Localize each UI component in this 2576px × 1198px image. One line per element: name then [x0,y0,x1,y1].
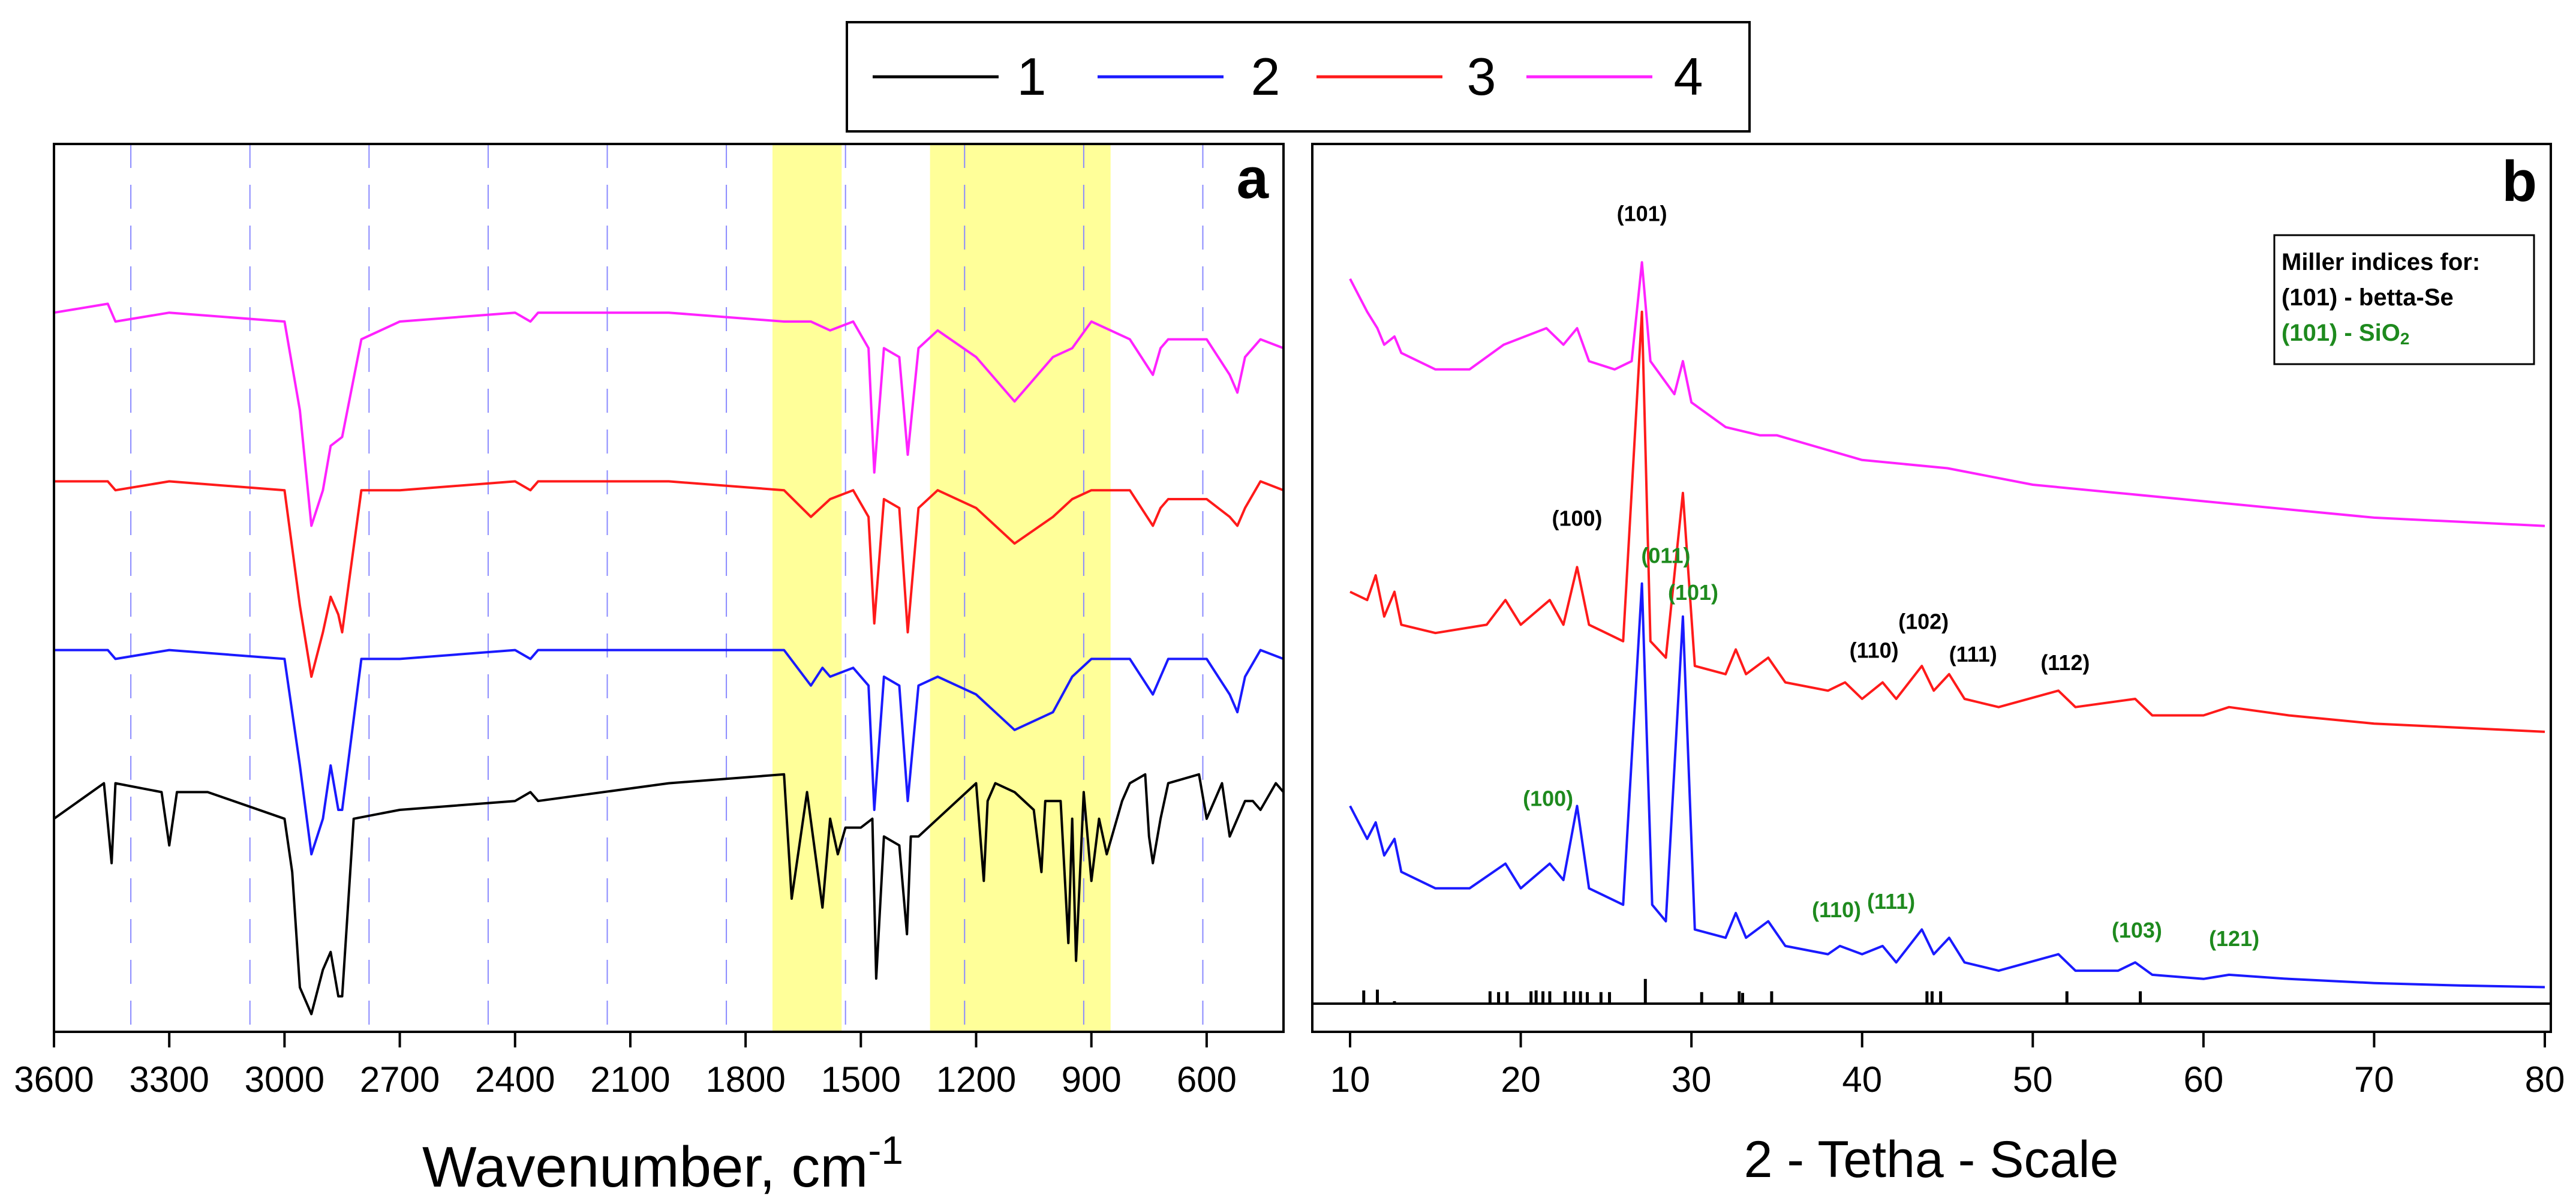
legend: 1 2 3 4 [846,21,1751,133]
miller-label-se: (110) [1850,638,1899,662]
x-tick-label-600: 600 [1177,1059,1237,1100]
miller-label-sio2: (110) [1812,897,1861,922]
x-tick-label-50: 50 [2013,1059,2053,1100]
miller-label-sio2: (011) [1641,543,1690,568]
x-tick-label-2100: 2100 [590,1059,670,1100]
miller-label-sio2: (101) [1668,580,1718,605]
miller-label-sio2: (100) [1523,786,1573,810]
highlight-band-1 [772,144,842,1032]
panel-a-x-axis-title-sup: -1 [868,1128,903,1172]
panel-a-series [53,302,1285,1016]
x-tick-label-70: 70 [2354,1059,2394,1100]
x-tick-label-80: 80 [2525,1059,2565,1100]
miller-label-se: (100) [1552,506,1602,531]
panel-b-label: b [2502,149,2537,214]
series-line-4 [53,302,1284,527]
series-line-4 [1349,261,2545,527]
miller-indices-box: Miller indices for: (101) - betta-Se (10… [2273,234,2535,365]
x-tick-label-1800: 1800 [705,1059,785,1100]
x-tick-label-900: 900 [1062,1059,1122,1100]
series-line-2 [54,648,1284,855]
panel-a-ftir-chart: 3600 3300 3000 2700 2400 2100 1800 1500 1200 900 6… [14,143,1285,1198]
legend-label-3: 3 [1467,47,1496,106]
x-tick-label-1200: 1200 [936,1059,1016,1100]
panel-a-gridlines [130,144,1204,1032]
legend-label-4: 4 [1674,47,1703,106]
series-line-2 [1349,582,2545,989]
miller-label-se: (112) [2040,650,2090,675]
panel-a-x-axis-title-main: Wavenumber, cm [422,1135,868,1198]
x-tick-label-1500: 1500 [821,1059,901,1100]
x-tick-label-3000: 3000 [245,1059,324,1100]
miller-box-line-sio2: (101) - SiO2 [2282,320,2409,348]
miller-box-line-sio2-sub: 2 [2400,329,2410,348]
x-tick-label-40: 40 [1842,1059,1882,1100]
miller-label-sio2: (103) [2112,918,2162,942]
panel-a-frame [53,143,1285,1033]
miller-label-sio2: (111) [1867,889,1915,914]
miller-box-title: Miller indices for: [2282,249,2480,275]
x-tick-label-2700: 2700 [360,1059,440,1100]
panel-b-series [1312,261,2551,1005]
legend-label-2: 2 [1251,47,1281,106]
series-line-3 [54,480,1284,678]
x-tick-label-60: 60 [2183,1059,2223,1100]
x-tick-label-3300: 3300 [129,1059,209,1100]
x-tick-label-10: 10 [1330,1059,1370,1100]
miller-box-line-sio2-main: (101) - SiO [2282,320,2400,346]
legend-label-1: 1 [1017,47,1047,106]
x-tick-label-30: 30 [1672,1059,1712,1100]
panel-b-x-axis-title: 2 - Tetha - Scale [1744,1131,2119,1188]
miller-label-sio2: (121) [2209,926,2259,951]
miller-label-se: (102) [1898,609,1949,633]
panel-a-label: a [1237,146,1269,211]
miller-label-se: (101) [1617,202,1667,226]
miller-box-frame [2273,234,2535,365]
panel-b-xrd-chart: 10 20 30 40 50 60 70 80 (101)(100)(110)(102)(11… [1311,143,2565,1188]
panel-a-x-axis-title: Wavenumber, cm-1 [422,1128,903,1198]
x-tick-label-2400: 2400 [475,1059,555,1100]
panel-b-frame [1311,143,2552,1033]
panel-a-x-axis: 3600 3300 3000 2700 2400 2100 1800 1500 1200 900 6… [14,1032,1237,1100]
series-line-3 [1349,310,2545,733]
series-line-1 [53,773,1285,1016]
panel-a-highlight-bands [772,144,1111,1032]
x-tick-label-20: 20 [1501,1059,1541,1100]
miller-box-line-se: (101) - betta-Se [2282,284,2454,311]
miller-label-se: (111) [1949,642,1997,666]
x-tick-label-3600: 3600 [14,1059,94,1100]
panel-b-x-axis: 10 20 30 40 50 60 70 80 [1330,1032,2565,1100]
panel-b-annotations: (101)(100)(110)(102)(111) (112)(011)(101)… [1523,202,2259,951]
